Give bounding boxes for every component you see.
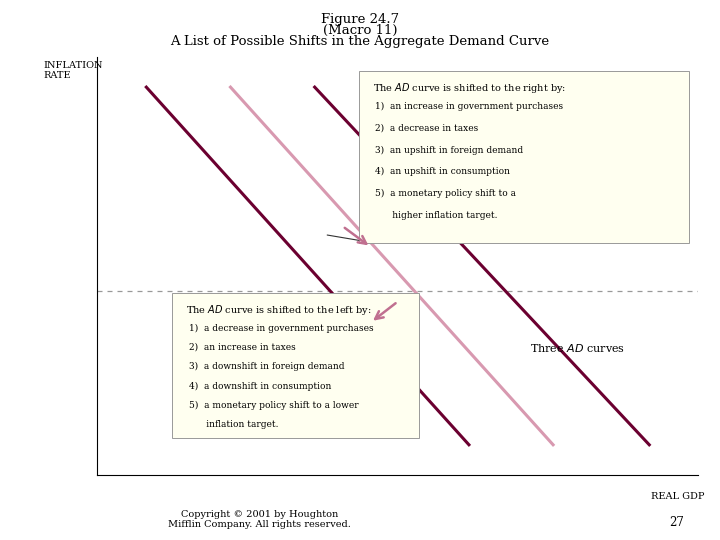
Text: 5)  a monetary policy shift to a: 5) a monetary policy shift to a	[375, 189, 516, 198]
Text: INFLATION
RATE: INFLATION RATE	[43, 61, 102, 80]
Text: Copyright © 2001 by Houghton
Mifflin Company. All rights reserved.: Copyright © 2001 by Houghton Mifflin Com…	[168, 510, 351, 529]
Text: 1)  a decrease in government purchases: 1) a decrease in government purchases	[189, 323, 373, 333]
Text: Figure 24.7: Figure 24.7	[321, 14, 399, 26]
Text: higher inflation target.: higher inflation target.	[375, 211, 498, 220]
Text: REAL GDP: REAL GDP	[651, 492, 704, 501]
Text: The $\it{AD}$ curve is shifted to the left by:: The $\it{AD}$ curve is shifted to the le…	[186, 303, 372, 317]
FancyBboxPatch shape	[172, 293, 419, 437]
Text: 3)  a downshift in foreign demand: 3) a downshift in foreign demand	[189, 362, 344, 372]
Text: 27: 27	[669, 516, 684, 529]
Text: 4)  a downshift in consumption: 4) a downshift in consumption	[189, 381, 331, 390]
Text: Three $\it{AD}$ curves: Three $\it{AD}$ curves	[530, 342, 625, 354]
Text: 2)  a decrease in taxes: 2) a decrease in taxes	[375, 124, 478, 133]
Text: 1)  an increase in government purchases: 1) an increase in government purchases	[375, 102, 563, 111]
Text: The $\it{AD}$ curve is shifted to the right by:: The $\it{AD}$ curve is shifted to the ri…	[372, 81, 566, 95]
Text: 4)  an upshift in consumption: 4) an upshift in consumption	[375, 167, 510, 176]
FancyBboxPatch shape	[359, 71, 689, 243]
Text: (Macro 11): (Macro 11)	[323, 24, 397, 37]
Text: 2)  an increase in taxes: 2) an increase in taxes	[189, 343, 295, 352]
Text: 3)  an upshift in foreign demand: 3) an upshift in foreign demand	[375, 145, 523, 154]
Text: inflation target.: inflation target.	[189, 420, 278, 429]
Text: 5)  a monetary policy shift to a lower: 5) a monetary policy shift to a lower	[189, 401, 359, 410]
Text: A List of Possible Shifts in the Aggregate Demand Curve: A List of Possible Shifts in the Aggrega…	[171, 35, 549, 48]
